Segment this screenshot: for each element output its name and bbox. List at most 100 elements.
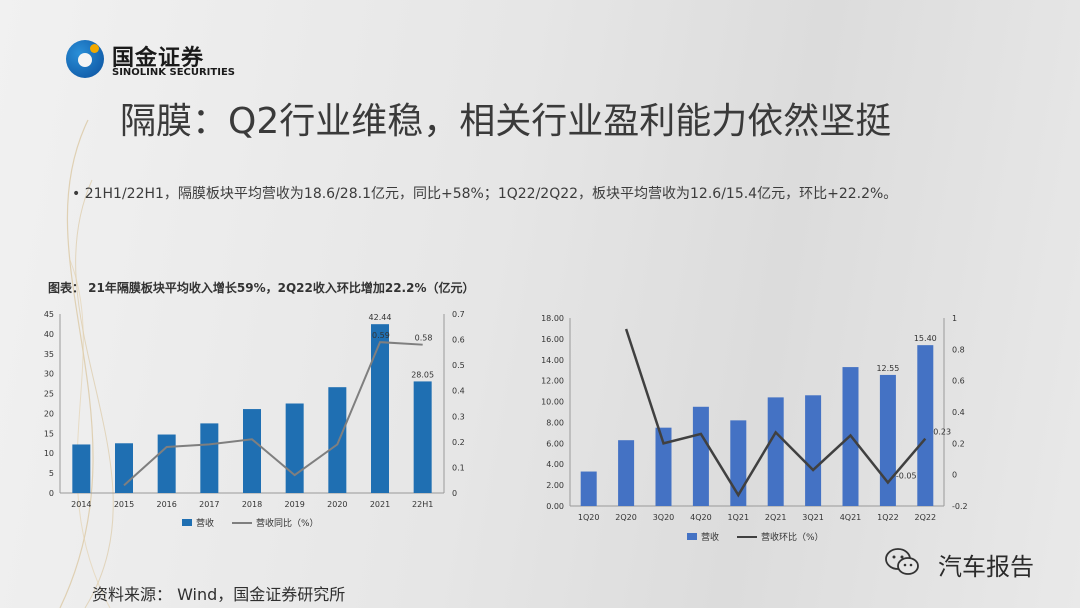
- x-tick-label: 2015: [114, 500, 134, 509]
- y-tick-label-right: 0.1: [452, 463, 465, 472]
- y-tick-label-left: 2.00: [546, 481, 564, 490]
- x-tick-label: 2019: [284, 500, 304, 509]
- bar: [655, 427, 672, 506]
- summary-bullet: • 21H1/22H1，隔膜板块平均营收为18.6/28.1亿元，同比+58%；…: [72, 186, 898, 202]
- x-tick-label: 2Q21: [765, 513, 787, 522]
- wechat-watermark: 汽车报告: [884, 545, 1074, 581]
- data-source-note: 资料来源： Wind，国金证券研究所: [92, 585, 346, 604]
- y-tick-label-left: 6.00: [546, 439, 564, 448]
- x-tick-label: 1Q22: [877, 513, 899, 522]
- annual-revenue-chart: 0 5 10 15 20 25 30 35 40 45 0 0.1 0.2 0.3 0.4 0.5 0.6 0.7…: [44, 310, 465, 529]
- y-tick-label-right: 0.7: [452, 310, 465, 319]
- line-data-label: 0.59: [372, 331, 390, 340]
- y-tick-label-left: 5: [49, 469, 54, 478]
- bar: [730, 420, 747, 506]
- y-tick-label-left: 30: [44, 370, 54, 379]
- bar: [285, 403, 304, 493]
- line-data-label: 0.23: [933, 428, 951, 437]
- bar: [328, 387, 347, 493]
- slide-title: 隔膜：Q2行业维稳，相关行业盈利能力依然坚挺: [120, 101, 892, 142]
- x-tick-label: 2016: [156, 500, 176, 509]
- y-tick-label-right: 0: [452, 489, 457, 498]
- y-tick-label-right: 0.8: [952, 345, 965, 354]
- bar: [805, 395, 822, 506]
- y-tick-label-left: 12.00: [541, 377, 564, 386]
- logo-name-cn: 国金证券: [112, 46, 205, 71]
- legend-swatch-bar: [182, 519, 192, 526]
- line-data-label: 0.58: [415, 334, 433, 343]
- y-tick-label-left: 35: [44, 350, 54, 359]
- y-tick-label-left: 14.00: [541, 356, 564, 365]
- y-tick-label-left: 0.00: [546, 502, 564, 511]
- y-tick-label-left: 8.00: [546, 418, 564, 427]
- bar-data-label: 12.55: [876, 364, 899, 373]
- legend-label-bar: 营收: [196, 517, 214, 529]
- legend-swatch-bar: [687, 533, 697, 540]
- x-tick-label: 4Q21: [840, 513, 862, 522]
- x-tick-label: 2Q22: [915, 513, 937, 522]
- y-tick-label-left: 40: [44, 330, 54, 339]
- y-tick-label-left: 15: [44, 429, 54, 438]
- quarterly-revenue-chart: 0.00 2.00 4.00 6.00 8.00 10.00 12.00 14.00 16.00…: [541, 314, 968, 543]
- x-tick-label: 2020: [327, 500, 347, 509]
- line-data-label: -0.05: [896, 472, 917, 481]
- y-tick-label-left: 18.00: [541, 314, 564, 323]
- figure-caption: 图表： 21年隔膜板块平均收入增长59%，2Q22收入环比增加22.2%（亿元）: [48, 281, 475, 295]
- legend-label-bar: 营收: [701, 531, 719, 543]
- y-tick-label-right: 0.2: [952, 439, 965, 448]
- y-tick-label-right: 0.5: [452, 361, 465, 370]
- y-tick-label-left: 10.00: [541, 398, 564, 407]
- bar: [917, 345, 934, 506]
- x-tick-label: 2017: [199, 500, 219, 509]
- bar: [115, 443, 133, 493]
- x-tick-label: 22H1: [412, 500, 433, 509]
- y-tick-label-right: -0.2: [952, 502, 968, 511]
- x-tick-label: 1Q21: [728, 513, 750, 522]
- x-tick-label: 4Q20: [690, 513, 712, 522]
- bar: [200, 423, 219, 493]
- bar-data-label: 15.40: [914, 334, 937, 343]
- bar: [767, 397, 784, 506]
- y-tick-label-left: 4.00: [546, 460, 564, 469]
- y-tick-label-right: 0.6: [452, 336, 465, 345]
- y-tick-label-left: 25: [44, 390, 54, 399]
- bar-data-label: 42.44: [369, 313, 392, 322]
- y-tick-label-right: 0.6: [952, 377, 965, 386]
- x-tick-label: 2Q20: [615, 513, 637, 522]
- y-tick-label-right: 0.3: [452, 412, 465, 421]
- y-tick-label-left: 0: [49, 489, 54, 498]
- y-tick-label-left: 10: [44, 449, 54, 458]
- y-tick-label-left: 45: [44, 310, 54, 319]
- y-tick-label-right: 1: [952, 314, 957, 323]
- x-tick-label: 3Q21: [802, 513, 824, 522]
- bar: [157, 434, 176, 493]
- logo-dot-icon: [90, 44, 99, 53]
- y-tick-label-right: 0.2: [452, 438, 465, 447]
- bar: [692, 406, 709, 506]
- watermark-text: 汽车报告: [938, 553, 1034, 581]
- bar: [580, 471, 597, 506]
- legend-label-line: 营收环比（%）: [761, 531, 824, 543]
- bar: [371, 324, 389, 493]
- y-tick-label-right: 0.4: [952, 408, 965, 417]
- bar-data-label: 28.05: [411, 370, 434, 379]
- y-tick-label-left: 20: [44, 409, 54, 418]
- x-tick-label: 1Q20: [578, 513, 600, 522]
- wechat-icon: [885, 548, 919, 575]
- series-line: [123, 341, 423, 487]
- logo-name-en: SINOLINK SECURITIES: [112, 67, 235, 78]
- legend-label-line: 营收同比（%）: [256, 517, 319, 529]
- y-tick-label-left: 16.00: [541, 335, 564, 344]
- y-tick-label-right: 0.4: [452, 387, 465, 396]
- x-tick-label: 2014: [71, 500, 91, 509]
- y-tick-label-right: 0: [952, 471, 957, 480]
- bar: [72, 444, 91, 493]
- bar: [413, 381, 432, 493]
- x-tick-label: 2021: [370, 500, 390, 509]
- company-logo: 国金证券 SINOLINK SECURITIES: [66, 38, 256, 88]
- x-tick-label: 2018: [242, 500, 262, 509]
- bar: [243, 409, 261, 493]
- x-tick-label: 3Q20: [653, 513, 675, 522]
- bar: [618, 440, 635, 506]
- bar: [879, 374, 896, 506]
